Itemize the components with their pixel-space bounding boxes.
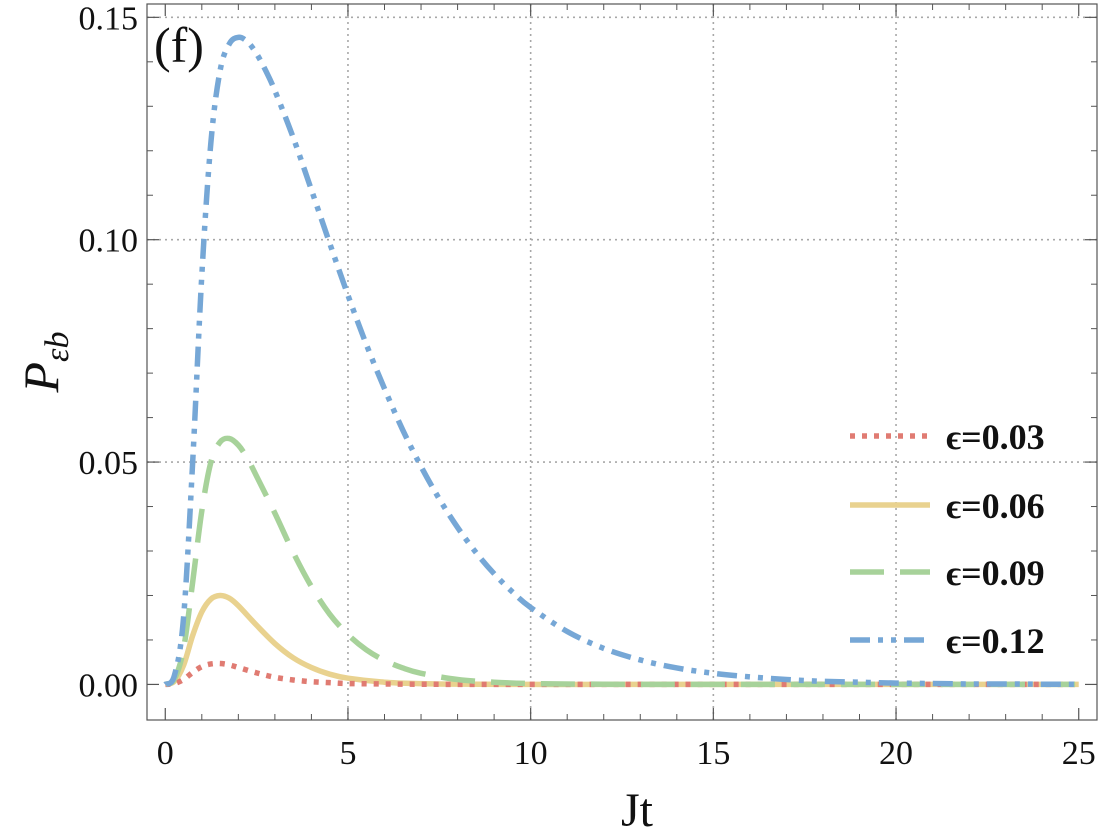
legend-label: ϵ=0.09 — [946, 553, 1045, 593]
series-layer — [163, 34, 1079, 688]
minor-ticks — [147, 4, 1097, 720]
y-tick-label: 0.00 — [79, 667, 139, 704]
legend-label: ϵ=0.12 — [946, 621, 1045, 661]
x-tick-label: 5 — [339, 735, 356, 772]
x-tick-label: 10 — [514, 735, 548, 772]
tick-layer: 0 5 10 15 20 25 0.00 0.05 0.10 0.15 — [79, 0, 1097, 772]
panel-label: (f) — [154, 17, 204, 73]
series-line-3 — [163, 435, 1079, 688]
x-tick-label: 15 — [696, 735, 730, 772]
legend-label: ϵ=0.03 — [946, 417, 1045, 457]
y-tick-label: 0.10 — [79, 223, 139, 260]
y-axis-label: Pεb — [13, 332, 76, 394]
x-tick-label: 0 — [157, 735, 174, 772]
plot-frame — [146, 3, 1098, 721]
x-axis-label: Jt — [621, 784, 654, 837]
y-axis-label-subscript: εb — [39, 332, 76, 362]
x-tick-label: 20 — [879, 735, 913, 772]
grid-layer — [147, 4, 1097, 720]
series-line-4 — [163, 34, 1079, 688]
y-axis-label-main: P — [13, 362, 69, 394]
legend-label: ϵ=0.06 — [946, 486, 1045, 526]
y-tick-label: 0.15 — [79, 0, 139, 37]
x-tick-label: 25 — [1062, 735, 1096, 772]
legend: ϵ=0.03 ϵ=0.06 ϵ=0.09 ϵ=0.12 — [850, 417, 1045, 661]
y-tick-label: 0.05 — [79, 445, 139, 482]
series-line-2 — [164, 592, 1079, 688]
